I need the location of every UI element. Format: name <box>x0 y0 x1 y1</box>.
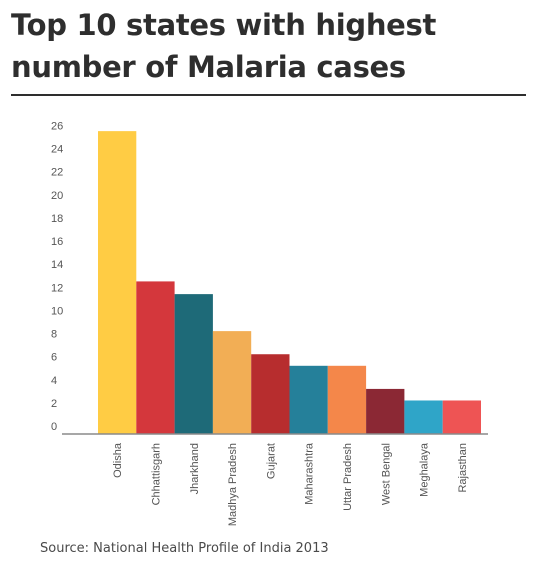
x-tick-label: Jharkhand <box>189 443 201 494</box>
x-tick-label: Madhya Pradesh <box>227 443 239 526</box>
y-tick-label: 12 <box>51 282 63 294</box>
bar-meghalaya <box>404 400 443 434</box>
x-tick-label: Chhattisgarh <box>150 443 162 505</box>
x-tick-label: Rajasthan <box>457 443 469 493</box>
bar-gujarat <box>251 354 290 434</box>
chart-title: Top 10 states with highest number of Mal… <box>11 8 437 84</box>
bar-madhya-pradesh <box>212 331 252 434</box>
y-tick-label: 18 <box>51 213 63 225</box>
y-tick-label: 26 <box>51 120 63 132</box>
x-tick-label: Odisha <box>112 442 124 478</box>
bar-maharashtra <box>289 365 328 434</box>
y-tick-label: 16 <box>51 236 63 248</box>
y-tick-label: 8 <box>51 329 57 341</box>
x-tick-label: Uttar Pradesh <box>342 443 354 511</box>
x-tick-label: Meghalaya <box>419 442 431 497</box>
bar-uttar-pradesh <box>327 365 367 434</box>
bars <box>98 131 481 435</box>
bar-rajasthan <box>442 400 481 434</box>
y-tick-label: 24 <box>51 144 63 156</box>
title-divider <box>11 94 526 96</box>
y-tick-label: 0 <box>51 421 57 433</box>
x-tick-label: Maharashtra <box>304 442 316 505</box>
bar-odisha <box>98 131 137 435</box>
y-tick-label: 2 <box>51 398 57 410</box>
y-tick-label: 22 <box>51 167 63 179</box>
bar-jharkhand <box>174 294 213 434</box>
y-tick-label: 10 <box>51 305 63 317</box>
source-note: Source: National Health Profile of India… <box>40 541 329 556</box>
y-tick-label: 14 <box>51 259 63 271</box>
y-tick-label: 4 <box>51 375 57 387</box>
bar-chhattisgarh <box>136 281 175 434</box>
y-tick-label: 20 <box>51 190 63 202</box>
y-tick-label: 6 <box>51 352 57 364</box>
x-tick-label: West Bengal <box>380 443 392 505</box>
x-axis-labels: Odisha Chhattisgarh Jharkhand Madhya Prades… <box>112 442 469 526</box>
x-tick-label: Gujarat <box>265 443 277 479</box>
bar-west-bengal <box>366 388 405 434</box>
